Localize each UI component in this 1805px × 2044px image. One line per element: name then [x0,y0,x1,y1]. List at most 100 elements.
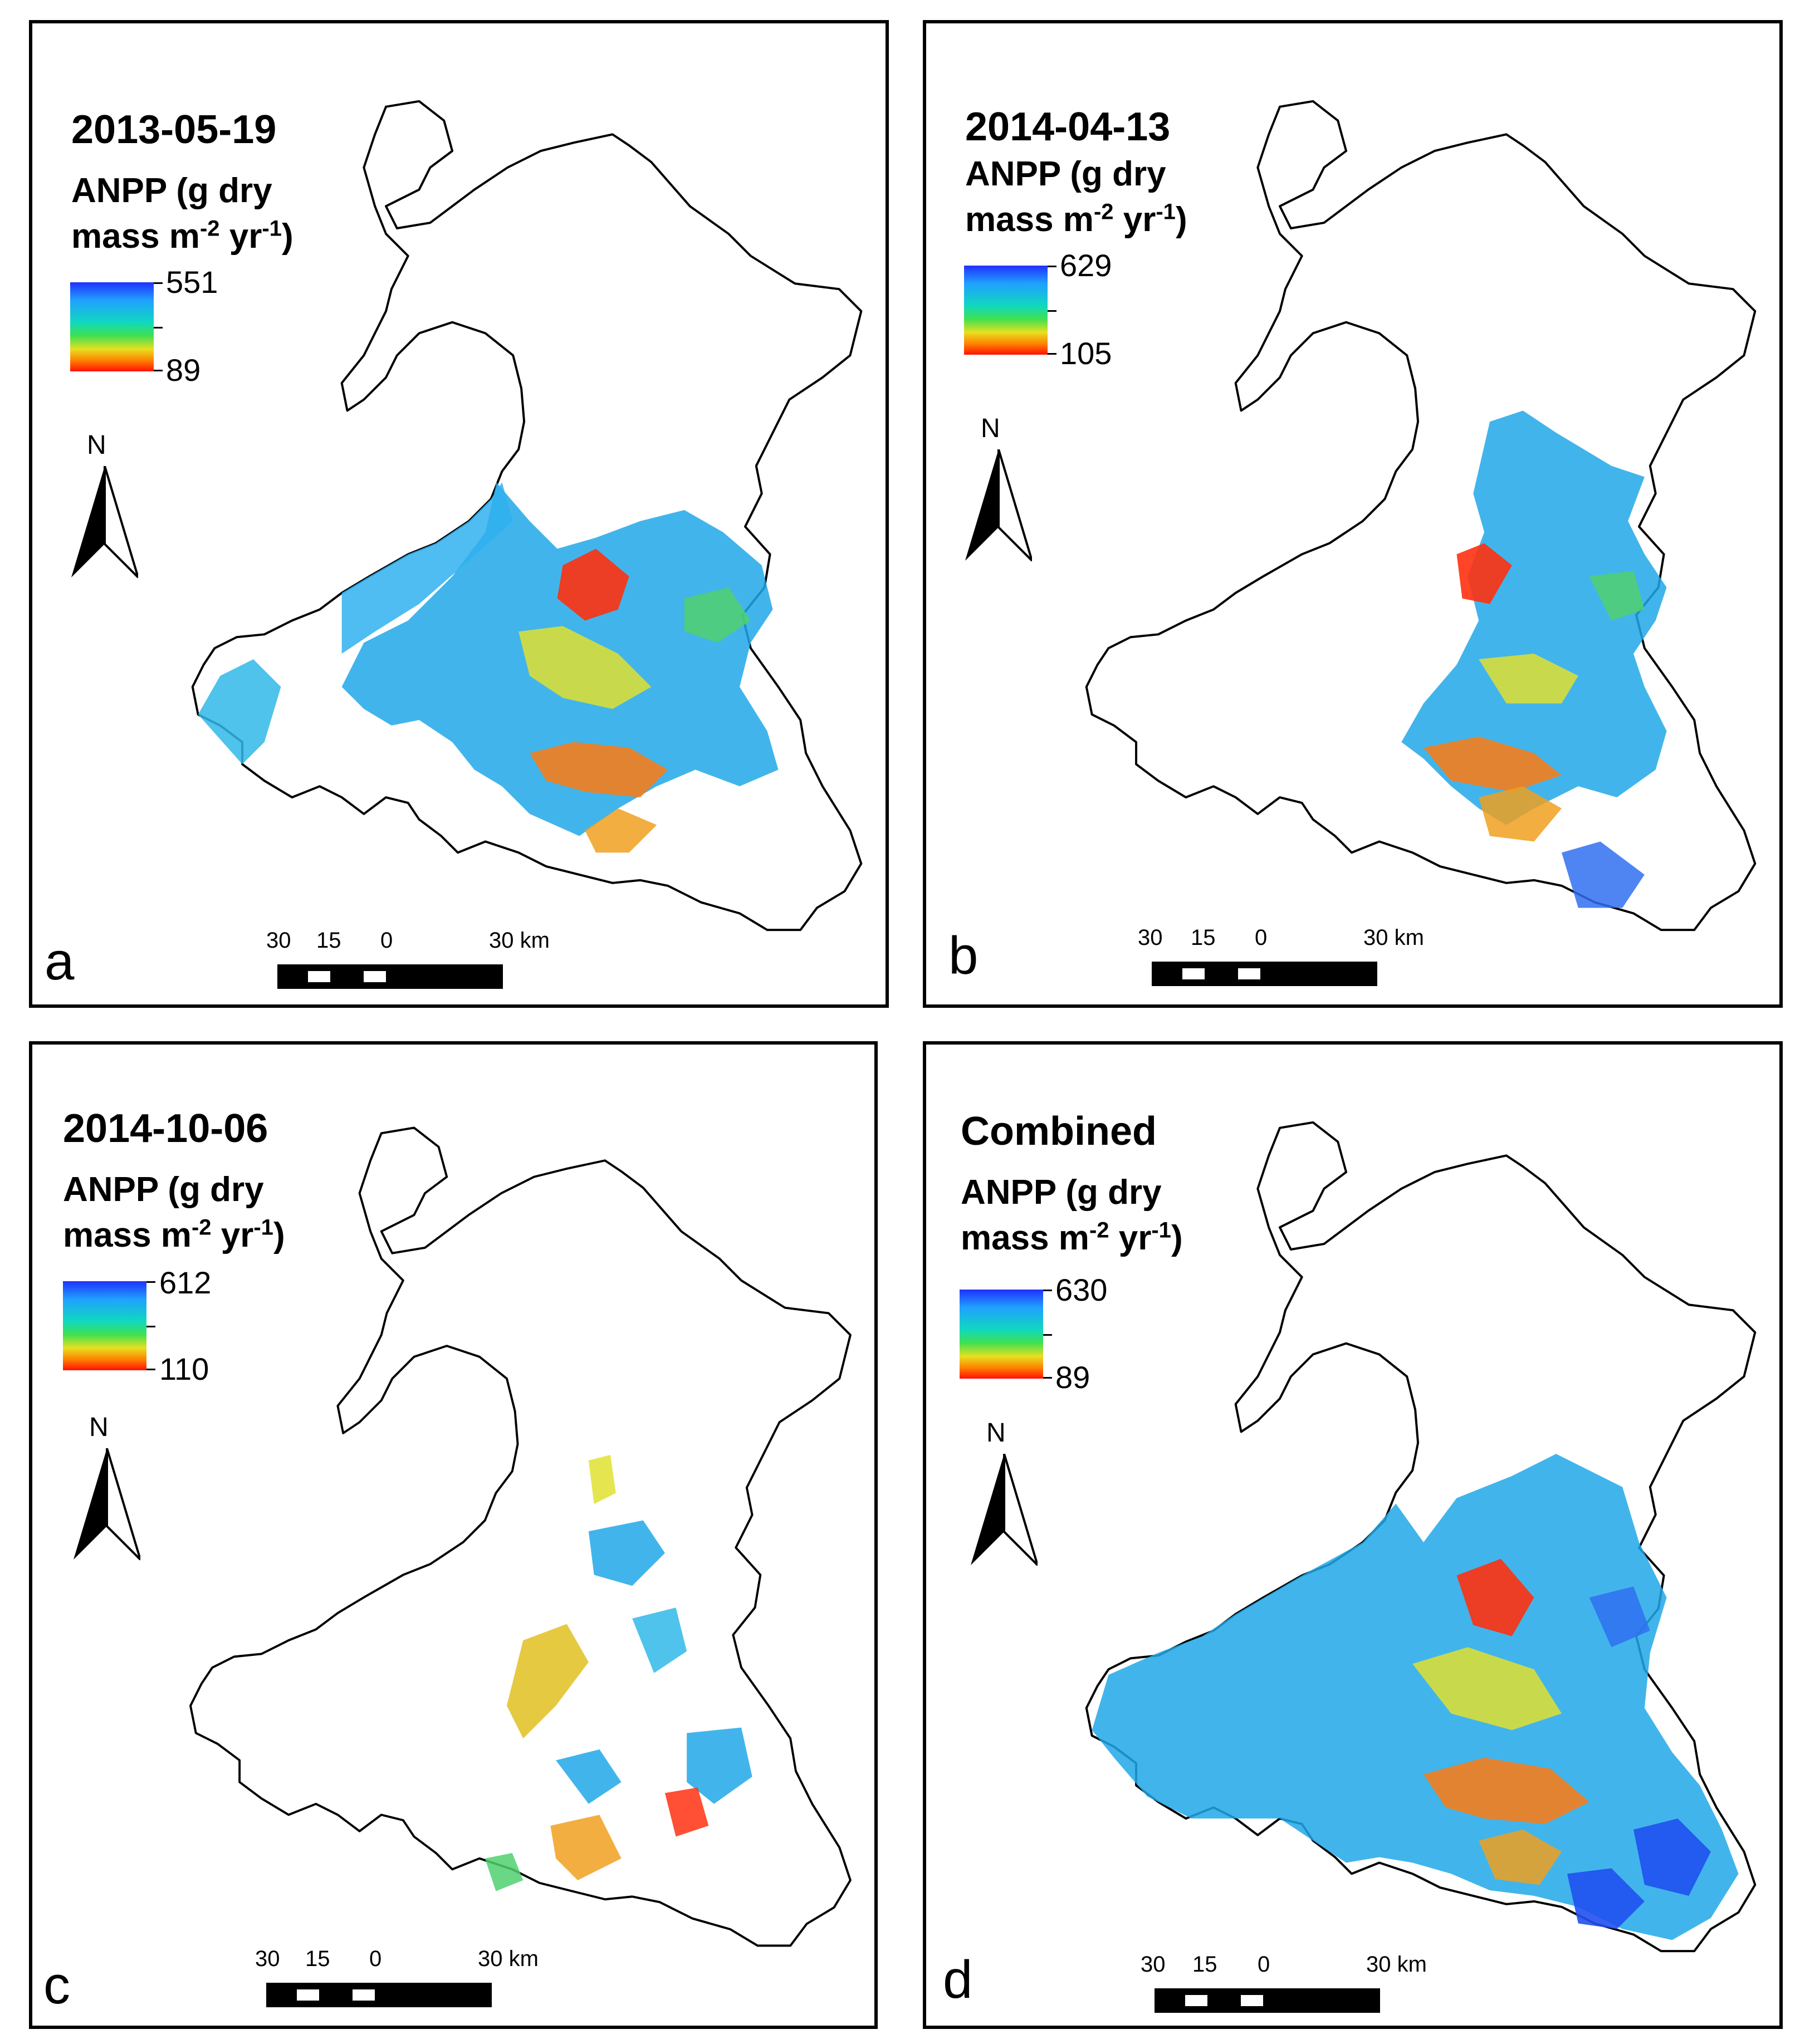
ramp-tick [1048,353,1056,355]
legend-line2a: mass m [71,217,200,256]
map-panel-c: 2014-10-06 ANPP (g dry mass m-2 yr-1) 61… [29,1041,878,2029]
legend-line2a: mass m [965,200,1094,239]
color-ramp-d [960,1290,1043,1379]
scale-seg [1182,968,1205,979]
panel-title-a: 2013-05-19 [71,107,277,152]
legend-sup2: -1 [262,216,282,241]
legend-title-a: ANPP (g dry mass m-2 yr-1) [71,168,294,259]
scale-l30: 30 [1138,925,1163,950]
legend-sup1: -2 [1093,199,1114,224]
legend-sup2: -1 [253,1215,273,1240]
scale-l15: 15 [1192,1952,1217,1977]
ramp-tick [146,1326,155,1327]
panel-letter-b: b [948,926,979,986]
map-c [189,1126,852,1947]
legend-sup2: -1 [1156,199,1176,224]
legend-line2c: ) [1175,200,1187,239]
panel-title-b: 2014-04-13 [965,105,1171,149]
north-arrow-icon [74,1448,140,1561]
legend-line2b: yr [1113,200,1156,239]
north-label-d: N [986,1418,1006,1448]
scale-bar-c [266,1983,492,2007]
map-b [1085,100,1757,932]
scale-seg [1238,968,1260,979]
ramp-tick [154,370,163,371]
legend-line2c: ) [281,217,294,256]
anpp-raster-d [1092,1454,1739,1940]
anpp-raster-c [485,1455,752,1891]
legend-sup1: -2 [191,1215,212,1240]
scale-l0: 0 [380,928,393,953]
ramp-tick [1048,310,1056,312]
legend-line2b: yr [211,1216,254,1254]
ramp-max-a: 551 [166,264,218,300]
legend-sup2: -1 [1151,1218,1171,1243]
legend-line1: ANPP (g dry [965,155,1166,193]
scale-r30: 30 km [478,1947,539,1971]
legend-line2a: mass m [63,1216,192,1254]
legend-line2a: mass m [961,1219,1089,1257]
map-panel-a: 2013-05-19 ANPP (g dry mass m-2 yr-1) 55… [29,20,889,1008]
panel-letter-c: c [43,1955,70,2015]
map-d [1085,1121,1757,1953]
legend-line2c: ) [273,1216,285,1254]
ramp-tick [1048,266,1056,267]
ramp-max-b: 629 [1060,248,1112,283]
legend-line1: ANPP (g dry [71,171,272,210]
scale-seg [364,971,386,982]
ramp-tick [1043,1377,1052,1379]
ramp-max-c: 612 [159,1265,212,1300]
ramp-tick [154,327,163,329]
color-ramp-c [63,1281,146,1370]
scale-seg [1185,1995,1207,2006]
legend-title-b: ANPP (g dry mass m-2 yr-1) [965,151,1187,243]
legend-line2c: ) [1171,1219,1183,1257]
north-arrow-icon [965,449,1032,562]
scale-l0: 0 [1258,1952,1270,1977]
scale-l15: 15 [316,928,341,953]
map-panel-d: Combined ANPP (g dry mass m-2 yr-1) 630 … [923,1041,1783,2029]
scale-l0: 0 [369,1947,382,1971]
legend-line2b: yr [219,217,262,256]
panel-letter-a: a [45,932,75,991]
scale-l30: 30 [1141,1952,1166,1977]
ramp-min-a: 89 [166,352,201,388]
scale-l15: 15 [1191,925,1216,950]
scale-l0: 0 [1255,925,1268,950]
north-label-b: N [981,414,1000,443]
scale-seg [308,971,330,982]
color-ramp-a [70,282,154,371]
legend-line1: ANPP (g dry [63,1170,264,1209]
scale-seg [353,1989,375,2001]
north-arrow-icon [71,466,138,579]
scale-r30: 30 km [1363,925,1424,950]
legend-title-d: ANPP (g dry mass m-2 yr-1) [961,1170,1183,1261]
anpp-raster-b [1401,410,1667,908]
scale-r30: 30 km [489,928,550,953]
north-label-c: N [89,1413,109,1442]
scale-bar-a [277,964,503,989]
scale-bar-d [1155,1988,1380,2013]
color-ramp-b [964,266,1048,355]
north-arrow-icon [971,1454,1038,1566]
scale-l15: 15 [305,1947,330,1971]
ramp-min-b: 105 [1060,336,1112,371]
scale-seg [297,1989,319,2001]
scale-l30: 30 [255,1947,280,1971]
scale-r30: 30 km [1366,1952,1427,1977]
map-a [191,100,863,932]
ramp-max-d: 630 [1055,1272,1108,1307]
scale-seg [1241,1995,1263,2006]
anpp-raster-a [198,482,779,853]
ramp-tick [154,282,163,284]
legend-sup1: -2 [1089,1218,1109,1243]
ramp-min-d: 89 [1055,1360,1090,1395]
legend-line1: ANPP (g dry [961,1173,1162,1212]
north-label-a: N [87,430,106,460]
ramp-tick [1043,1290,1052,1291]
panel-title-d: Combined [961,1109,1157,1154]
ramp-min-c: 110 [159,1351,209,1386]
legend-sup1: -2 [199,216,220,241]
ramp-tick [146,1369,155,1370]
map-panel-b: 2014-04-13 ANPP (g dry mass m-2 yr-1) 62… [923,20,1783,1008]
